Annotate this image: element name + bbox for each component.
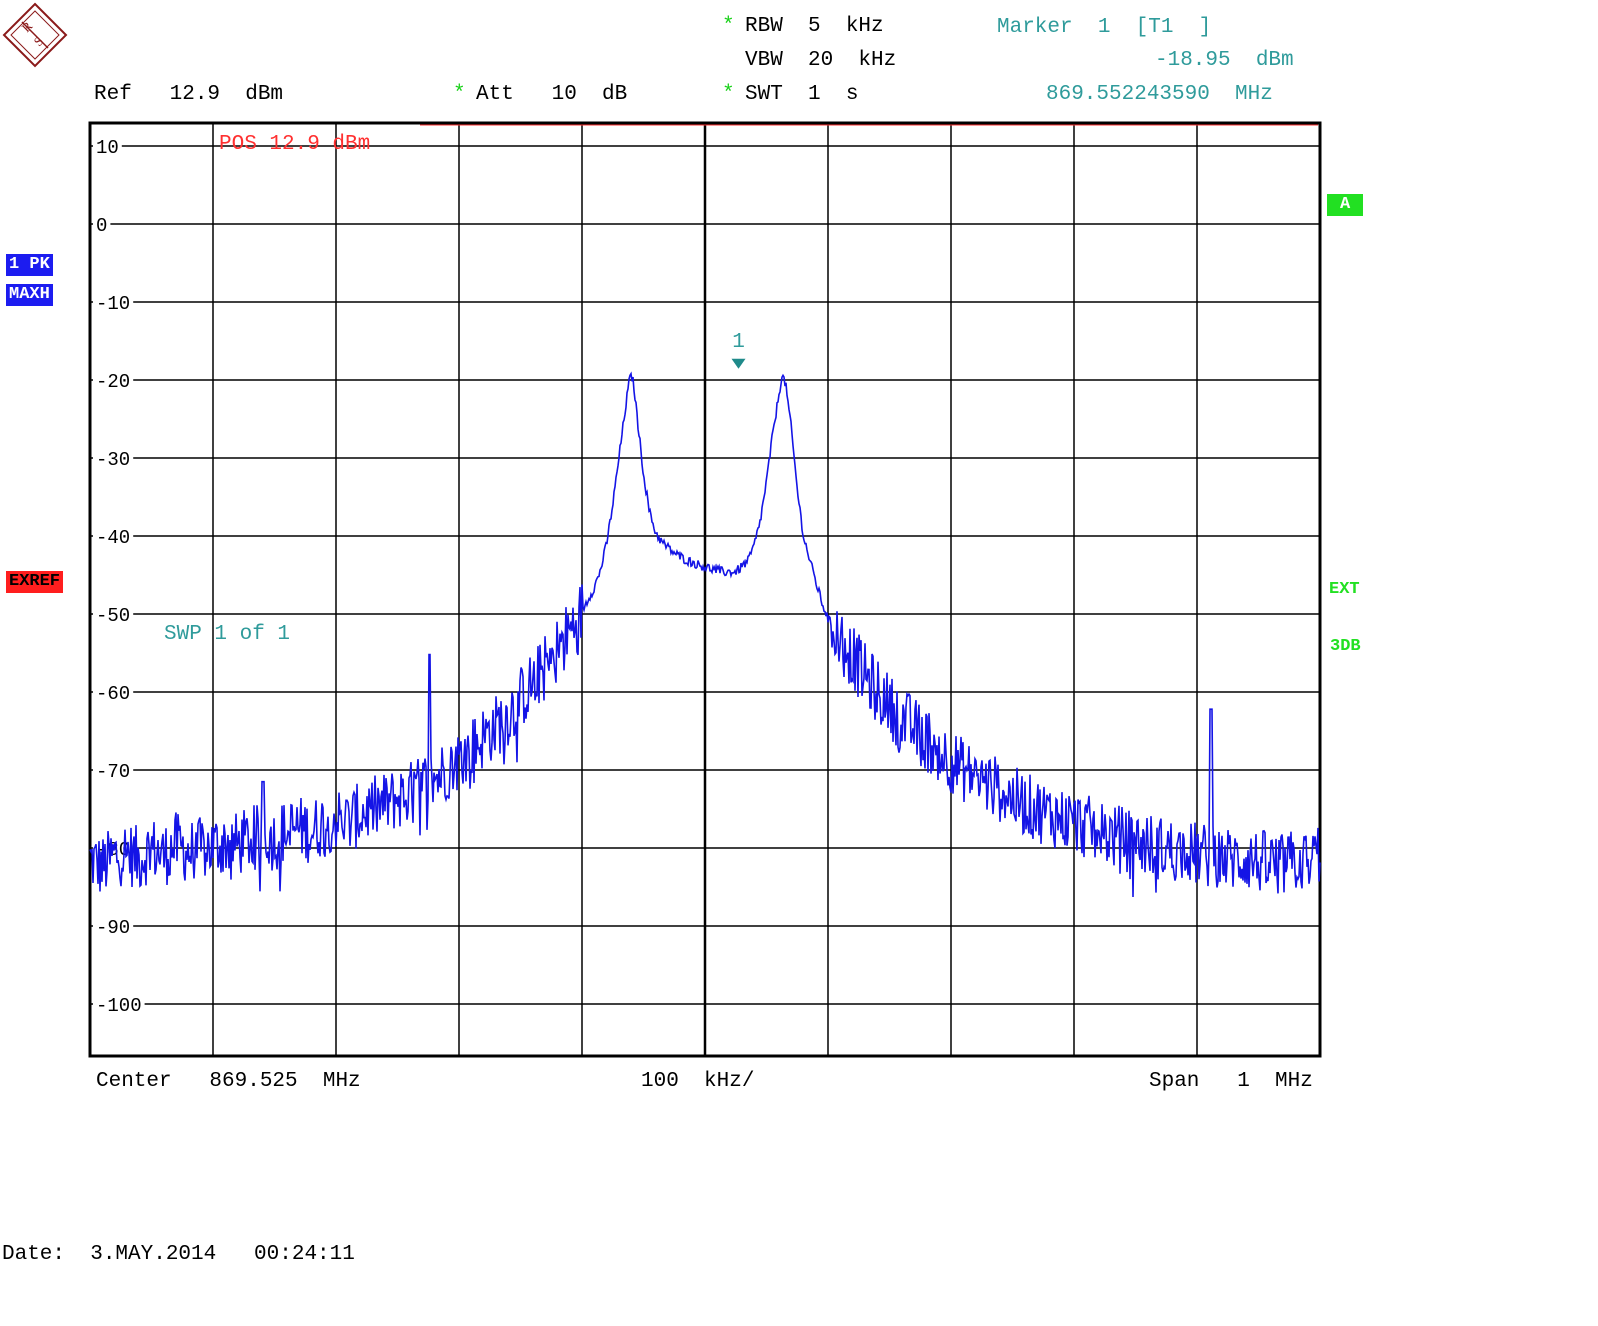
y-tick-label: -60: [93, 681, 134, 705]
rs-logo: R S: [2, 2, 68, 68]
y-tick-text: -90: [96, 917, 130, 939]
ext-label: EXT: [1329, 580, 1360, 599]
y-tick-label: 10: [93, 135, 122, 159]
att-star: *: [453, 83, 466, 106]
swt-setting: SWT 1 s: [745, 83, 859, 106]
y-tick-text: -100: [96, 995, 142, 1017]
y-tick-text: -30: [96, 449, 130, 471]
y-tick-text: -50: [96, 605, 130, 627]
y-tick-label: -90: [93, 915, 134, 939]
y-tick-label: -30: [93, 447, 134, 471]
y-tick-label-bg: [93, 447, 134, 469]
y-tick-label-bg: [93, 291, 134, 313]
exref-badge: EXREF: [6, 571, 64, 593]
y-tick-text: 10: [96, 137, 119, 159]
y-tick-text: -40: [96, 527, 130, 549]
y-tick-label-bg: [93, 525, 134, 547]
y-tick-label: -10: [93, 291, 134, 315]
frequency-division: 100 kHz/: [641, 1070, 755, 1093]
marker-triangle: [731, 358, 746, 369]
y-tick-label: -20: [93, 369, 134, 393]
y-tick-label: -70: [93, 759, 134, 783]
y-tick-label: -40: [93, 525, 134, 549]
trace-a-badge: A: [1327, 194, 1364, 216]
att-setting: Att 10 dB: [476, 83, 628, 106]
marker-label: 1: [732, 331, 745, 354]
swt-star: *: [722, 83, 735, 106]
marker-frequency: 869.552243590 MHz: [1046, 83, 1273, 106]
y-tick-label-bg: [93, 681, 134, 703]
y-tick-label-bg: [93, 213, 111, 235]
sweep-count-label: SWP 1 of 1: [164, 623, 290, 646]
y-tick-label: -50: [93, 603, 134, 627]
vbw-setting: VBW 20 kHz: [745, 49, 897, 72]
detector-badge: MAXH: [6, 284, 53, 306]
marker-level: -18.95 dBm: [1155, 49, 1294, 72]
marker-title: Marker 1 [T1 ]: [997, 16, 1212, 39]
span-label: Span 1 MHz: [1149, 1070, 1313, 1093]
y-tick-label-bg: [93, 993, 145, 1015]
rbw-star: *: [722, 15, 735, 38]
y-tick-text: -70: [96, 761, 130, 783]
rbw-setting: RBW 5 kHz: [745, 15, 884, 38]
y-tick-label-bg: [93, 603, 134, 625]
center-frequency: Center 869.525 MHz: [96, 1070, 361, 1093]
y-tick-label-bg: [93, 915, 134, 937]
3db-label: 3DB: [1330, 637, 1361, 656]
pos-level-label: POS 12.9 dBm: [219, 133, 370, 156]
y-tick-text: -60: [96, 683, 130, 705]
y-tick-label: -100: [93, 993, 145, 1017]
y-tick-text: -10: [96, 293, 130, 315]
y-tick-text: -20: [96, 371, 130, 393]
y-tick-text: 0: [96, 215, 107, 237]
trace-badge: 1 PK: [6, 254, 53, 276]
y-tick-label-bg: [93, 135, 122, 157]
trace-line: [89, 371, 1321, 898]
date-stamp: Date: 3.MAY.2014 00:24:11: [2, 1243, 355, 1266]
ref-level: Ref 12.9 dBm: [94, 83, 284, 106]
y-tick-label-bg: [93, 369, 134, 391]
y-tick-label-bg: [93, 759, 134, 781]
y-tick-label: 0: [93, 213, 111, 237]
